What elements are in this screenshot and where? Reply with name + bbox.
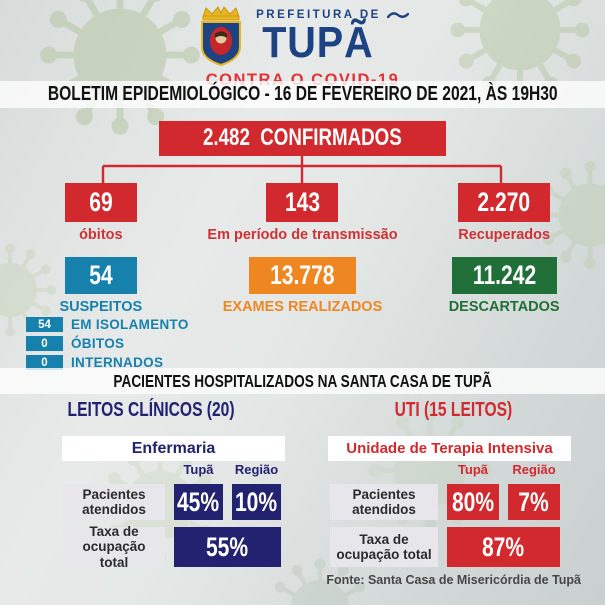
clinical-table: Tupã Região Pacientes atendidos 45% 10% … [63, 462, 281, 570]
discarded-label: DESCARTADOS [448, 299, 560, 315]
icu-row2-label: Taxa de ocupação total [330, 527, 438, 567]
list-item: 54 EM ISOLAMENTO [26, 317, 189, 332]
transmission-label: Em período de transmissão [207, 227, 398, 243]
bulletin-title-bar: BOLETIM EPIDEMIOLÓGICO - 16 DE FEVEREIRO… [0, 81, 605, 108]
confirmed-breakdown-row: 69 óbitos 143 Em período de transmissão … [0, 183, 605, 243]
suspect-deaths-label: ÓBITOS [71, 336, 125, 351]
icu-card-title: Unidade de Terapia Intensiva [346, 440, 553, 457]
source-note: Fonte: Santa Casa de Misericórdia de Tup… [326, 573, 581, 587]
hospitalized-count: 0 [26, 355, 63, 370]
suspects-label: SUSPEITOS [59, 299, 143, 315]
icu-table: Tupã Região Pacientes atendidos 80% 7% T… [330, 462, 560, 567]
exams-label: EXAMES REALIZADOS [222, 299, 383, 315]
list-item: 0 INTERNADOS [26, 355, 189, 370]
confirmed-banner: 2.482 CONFIRMADOS [159, 121, 446, 156]
deaths-box: 69 [64, 183, 137, 222]
isolation-count: 54 [26, 317, 63, 332]
hospital-section-titles: LEITOS CLÍNICOS (20) UTI (15 LEITOS) [0, 399, 605, 422]
clinical-city-attended: 45% [174, 484, 223, 520]
icu-city-attended: 80% [447, 484, 499, 520]
icu-col-city: Tupã [457, 462, 489, 477]
icu-region-attended: 7% [508, 484, 560, 520]
list-item: 0 ÓBITOS [26, 336, 189, 351]
confirmed-label: CONFIRMADOS [260, 124, 402, 151]
clinical-section-title: LEITOS CLÍNICOS (20) [67, 399, 235, 421]
deaths-label: óbitos [79, 227, 123, 243]
clinical-occupancy-total: 55% [174, 527, 281, 567]
recovered-box: 2.270 [458, 183, 550, 222]
transmission-cell: 143 Em período de transmissão [202, 183, 404, 243]
city-name: TUPÃ [262, 17, 374, 67]
suspect-deaths-count: 0 [26, 336, 63, 351]
transmission-box: 143 [266, 183, 339, 222]
icu-card-header: Unidade de Terapia Intensiva [328, 436, 571, 461]
exams-box: 13.778 [249, 257, 356, 294]
recovered-cell: 2.270 Recuperados [403, 183, 605, 243]
swoosh-icon [386, 11, 409, 18]
exams-cell: 13.778 EXAMES REALIZADOS [202, 257, 404, 315]
suspects-cell: 54 SUSPEITOS [0, 257, 202, 315]
hospital-title: PACIENTES HOSPITALIZADOS NA SANTA CASA D… [113, 370, 492, 391]
icu-col-region: Região [512, 462, 556, 477]
icu-occupancy-total: 87% [447, 527, 560, 567]
clinical-card-header: Enfermaria [62, 436, 285, 461]
clinical-row2-label: Taxa de ocupação total [63, 524, 165, 570]
clinical-row1-label: Pacientes atendidos [63, 484, 165, 520]
suspects-detail-list: 54 EM ISOLAMENTO 0 ÓBITOS 0 INTERNADOS [26, 317, 189, 370]
recovered-label: Recuperados [458, 227, 551, 243]
prefeitura-label: PREFEITURA DE [256, 8, 381, 21]
bulletin-title: BOLETIM EPIDEMIOLÓGICO - 16 DE FEVEREIRO… [47, 83, 558, 105]
city-crest-icon [201, 6, 242, 67]
clinical-region-attended: 10% [232, 484, 281, 520]
clinical-col-city: Tupã [183, 462, 214, 477]
clinical-card-title: Enfermaria [131, 439, 216, 457]
suspects-box: 54 [64, 257, 137, 294]
icu-row1-label: Pacientes atendidos [330, 484, 438, 520]
deaths-cell: 69 óbitos [0, 183, 202, 243]
isolation-label: EM ISOLAMENTO [71, 317, 189, 332]
header-brand: PREFEITURA DE TUPÃ CONTRA O COVID-19 [0, 5, 605, 90]
clinical-col-region: Região [234, 462, 279, 477]
discarded-cell: 11.242 DESCARTADOS [403, 257, 605, 315]
hospitalized-label: INTERNADOS [71, 355, 164, 370]
confirmed-value: 2.482 [203, 124, 250, 151]
hospital-title-bar: PACIENTES HOSPITALIZADOS NA SANTA CASA D… [0, 368, 605, 394]
discarded-box: 11.242 [451, 257, 557, 294]
stats-row: 54 SUSPEITOS 13.778 EXAMES REALIZADOS 11… [0, 257, 605, 315]
icu-section-title: UTI (15 LEITOS) [394, 399, 513, 421]
